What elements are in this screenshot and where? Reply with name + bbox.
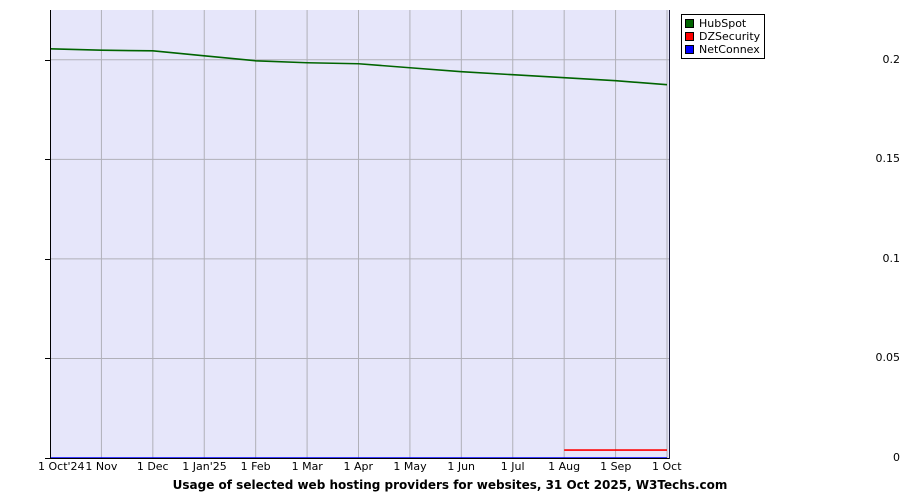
x-tick-label: 1 Feb	[240, 460, 271, 473]
y-tick-label: 0.05	[875, 351, 900, 365]
series-lines	[50, 48, 668, 458]
legend-swatch-icon	[685, 19, 694, 28]
y-tick-mark	[45, 159, 51, 161]
legend-item-netconnex[interactable]: NetConnex	[685, 43, 760, 56]
series-line-hubspot	[50, 48, 668, 86]
plot-right-border	[669, 10, 670, 459]
y-axis-spine	[50, 10, 51, 459]
plot-area	[50, 10, 669, 458]
y-tick-label: 0.1	[882, 251, 900, 265]
y-tick-label: 0	[893, 451, 900, 464]
x-tick-label: 1 Sep	[600, 460, 632, 473]
x-tick-label: 1 Apr	[343, 460, 374, 473]
y-tick-mark	[45, 258, 51, 260]
legend-item-dzsecurity[interactable]: DZSecurity	[685, 30, 760, 43]
legend-item-label: HubSpot	[699, 16, 747, 30]
x-tick-label: 1 Oct	[652, 460, 682, 473]
y-tick-mark	[45, 59, 51, 61]
x-tick-label: 1 Jan'25	[182, 460, 227, 473]
y-tick-label: 0.15	[875, 152, 900, 166]
horizontal-gridlines	[50, 59, 669, 359]
x-tick-label: 1 Jul	[500, 460, 525, 473]
y-tick-mark	[45, 358, 51, 360]
x-tick-label: 1 May	[393, 460, 427, 473]
x-tick-label: 1 Oct'24	[38, 460, 85, 473]
x-tick-label: 1 Dec	[136, 460, 169, 473]
legend-swatch-icon	[685, 45, 694, 54]
y-tick-label: 0.2	[882, 52, 900, 66]
vertical-gridlines	[100, 10, 668, 458]
chart-caption: Usage of selected web hosting providers …	[172, 478, 728, 492]
x-tick-label: 1 Aug	[548, 460, 581, 473]
legend: HubSpot DZSecurity NetConnex	[681, 14, 766, 59]
x-tick-label: 1 Mar	[291, 460, 323, 473]
y-tick-mark	[45, 458, 51, 459]
x-axis-spine	[50, 458, 670, 459]
legend-item-label: DZSecurity	[699, 29, 761, 43]
x-tick-label: 1 Jun	[447, 460, 476, 473]
legend-item-hubspot[interactable]: HubSpot	[685, 17, 760, 30]
plot-svg	[50, 10, 669, 458]
legend-swatch-icon	[685, 32, 694, 41]
legend-item-label: NetConnex	[699, 42, 760, 56]
x-tick-label: 1 Nov	[85, 460, 118, 473]
